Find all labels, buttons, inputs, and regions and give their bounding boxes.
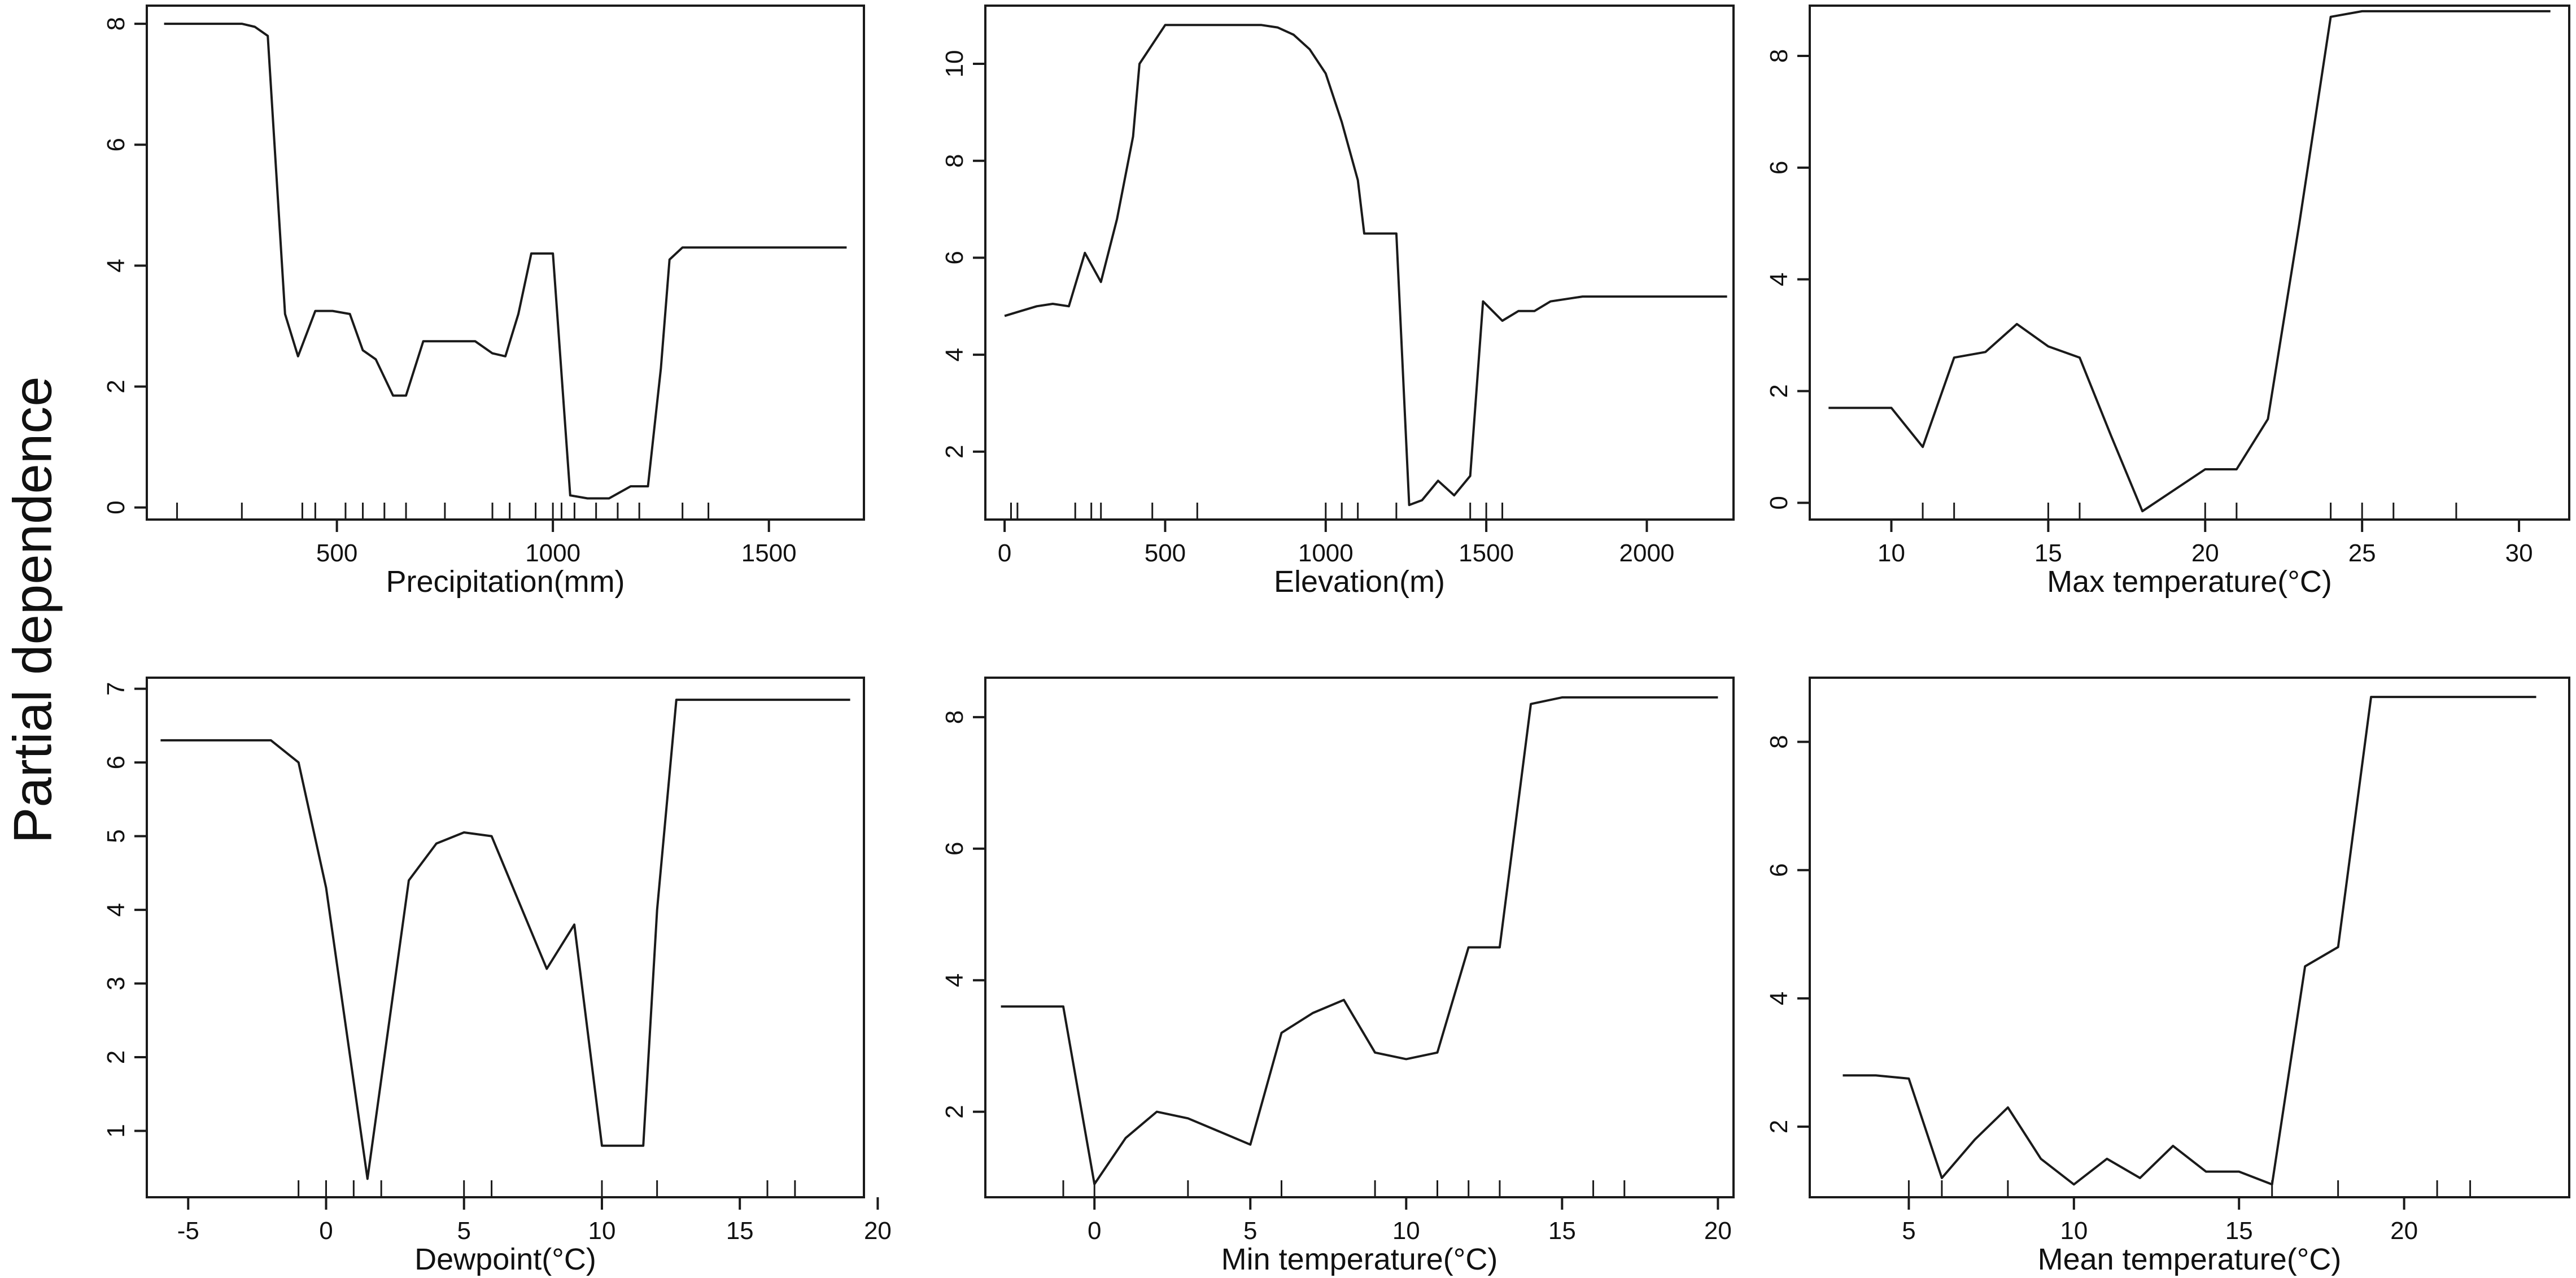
y-tick-label: 6 xyxy=(102,138,130,151)
series-line xyxy=(1004,24,1727,507)
y-tick-label: 2 xyxy=(941,1105,968,1118)
y-tick-label: 10 xyxy=(941,50,968,78)
y-tick-label: 6 xyxy=(102,756,130,769)
series-line xyxy=(164,23,847,500)
plot-frame xyxy=(146,5,865,521)
plot-frame xyxy=(984,677,1735,1198)
x-tick-label: 20 xyxy=(2191,539,2219,567)
x-tick-label: 500 xyxy=(1145,539,1186,567)
y-axis-title: Partial dependence xyxy=(2,376,63,844)
x-tick-label: 5 xyxy=(1243,1217,1257,1245)
x-tick-label: 1500 xyxy=(741,539,797,567)
y-tick-label: 2 xyxy=(1765,1120,1793,1133)
series-line xyxy=(1843,696,2536,1186)
y-tick-label: 7 xyxy=(102,682,130,695)
chart-panel-3: 10 15 20 25 30 0 2 4 6 8 Max temperature(°C) xyxy=(1765,5,2570,599)
x-tick-label: 15 xyxy=(2225,1217,2253,1245)
y-tick-label: 4 xyxy=(102,259,130,272)
x-tick-label: 5 xyxy=(1902,1217,1915,1245)
x-tick-label: 1000 xyxy=(525,539,580,567)
plot-frame xyxy=(146,677,865,1198)
y-tick-label: 2 xyxy=(1765,384,1793,398)
chart-panel-5: 0 5 10 15 20 2 4 6 8 Min temperature(°C) xyxy=(941,677,1735,1276)
y-tick-label: 3 xyxy=(102,976,130,990)
x-axis-title: Elevation(m) xyxy=(1274,565,1445,599)
y-tick-label: 4 xyxy=(941,973,968,987)
x-tick-label: 10 xyxy=(1392,1217,1420,1245)
x-tick-label: 20 xyxy=(864,1217,892,1245)
x-axis-title: Max temperature(°C) xyxy=(2047,565,2332,599)
plot-frame xyxy=(1809,677,2570,1198)
x-tick-label: 10 xyxy=(588,1217,615,1245)
series-line xyxy=(1001,696,1718,1185)
y-tick-label: 8 xyxy=(941,710,968,724)
y-tick-label: 6 xyxy=(1765,863,1793,876)
y-tick-label: 6 xyxy=(941,251,968,264)
x-axis-title: Mean temperature(°C) xyxy=(2038,1242,2342,1276)
y-tick-label: 4 xyxy=(1765,992,1793,1005)
y-tick-label: 4 xyxy=(941,348,968,361)
plot-frame xyxy=(984,5,1735,521)
x-tick-label: 20 xyxy=(2390,1217,2418,1245)
x-tick-label: 5 xyxy=(457,1217,470,1245)
x-tick-label: 10 xyxy=(1878,539,1905,567)
x-tick-label: 1000 xyxy=(1298,539,1354,567)
x-tick-label: 20 xyxy=(1704,1217,1732,1245)
y-tick-label: 0 xyxy=(102,500,130,514)
x-tick-label: 15 xyxy=(2034,539,2062,567)
y-tick-label: 5 xyxy=(102,829,130,843)
x-tick-label: 15 xyxy=(726,1217,754,1245)
y-tick-label: 6 xyxy=(941,842,968,856)
x-tick-label: 2000 xyxy=(1619,539,1675,567)
y-tick-label: 8 xyxy=(941,154,968,167)
series-line xyxy=(160,699,850,1180)
y-tick-label: 2 xyxy=(941,445,968,459)
y-tick-label: 8 xyxy=(102,17,130,30)
x-tick-label: 10 xyxy=(2060,1217,2088,1245)
x-tick-label: 25 xyxy=(2348,539,2376,567)
y-tick-label: 4 xyxy=(102,903,130,917)
chart-panel-2: 0 500 1000 1500 2000 2 4 6 8 10 Elevation(m) xyxy=(941,5,1735,599)
series-line xyxy=(1828,10,2551,513)
y-tick-label: 1 xyxy=(102,1124,130,1137)
x-tick-label: 30 xyxy=(2505,539,2533,567)
x-axis-title: Dewpoint(°C) xyxy=(414,1242,596,1276)
x-tick-label: 0 xyxy=(319,1217,333,1245)
x-axis-title: Precipitation(mm) xyxy=(386,565,625,599)
x-tick-label: 1500 xyxy=(1459,539,1514,567)
y-tick-label: 8 xyxy=(1765,49,1793,63)
chart-panel-1: 500 1000 1500 0 2 4 6 8 Precipitation(mm) xyxy=(102,5,865,599)
y-tick-label: 2 xyxy=(102,380,130,393)
y-tick-label: 8 xyxy=(1765,735,1793,748)
x-tick-label: -5 xyxy=(177,1217,199,1245)
chart-panel-4: -5 0 5 10 15 20 1 2 3 4 5 6 7 Dewpoint(°C) xyxy=(102,677,892,1276)
y-tick-label: 6 xyxy=(1765,161,1793,175)
chart-panel-6: 5 10 15 20 2 4 6 8 Mean temperature(°C) xyxy=(1765,677,2570,1276)
x-tick-label: 15 xyxy=(1548,1217,1576,1245)
y-tick-label: 2 xyxy=(102,1050,130,1064)
y-tick-label: 0 xyxy=(1765,496,1793,509)
y-tick-label: 4 xyxy=(1765,272,1793,286)
x-axis-title: Min temperature(°C) xyxy=(1221,1242,1498,1276)
plot-frame xyxy=(1809,5,2570,521)
x-tick-label: 500 xyxy=(316,539,357,567)
x-tick-label: 0 xyxy=(998,539,1011,567)
x-tick-label: 0 xyxy=(1088,1217,1101,1245)
